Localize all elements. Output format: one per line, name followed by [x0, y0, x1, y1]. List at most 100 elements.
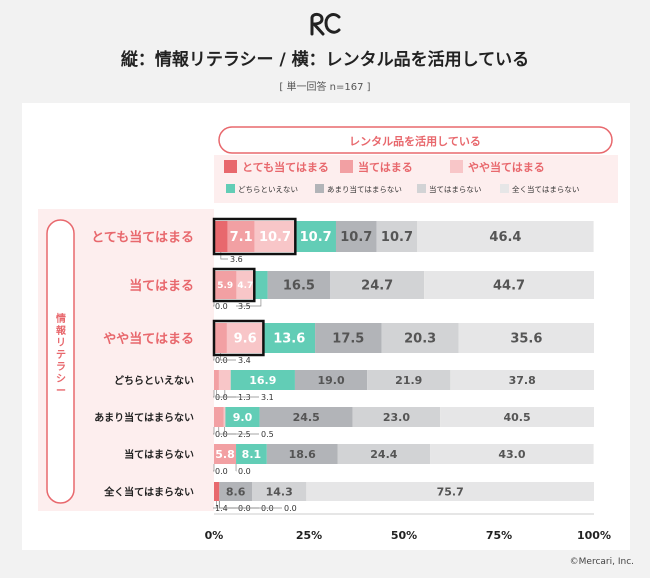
bar-segment	[259, 407, 353, 427]
data-label: 43.0	[498, 448, 525, 461]
row-header-char: 情	[56, 312, 66, 325]
column-header-pill	[218, 126, 613, 154]
bar-segment	[226, 323, 264, 353]
bar-segment	[376, 221, 418, 252]
small-data-label: 3.1	[261, 393, 274, 402]
column-header-label: レンタル品を活用している	[349, 134, 481, 148]
small-data-label: 0.5	[261, 430, 274, 439]
copyright: ©Mercari, Inc.	[569, 557, 634, 567]
highlight-box	[212, 267, 256, 303]
row-header-char: ラ	[56, 361, 66, 373]
data-label: 17.5	[332, 332, 364, 347]
bar-segment	[218, 370, 231, 390]
data-label: 18.6	[289, 448, 316, 461]
data-label: 46.4	[489, 230, 521, 245]
category-label: やや当てはまる	[103, 331, 194, 347]
row-header-char: テ	[56, 349, 66, 361]
bar-segment	[214, 323, 227, 353]
legend-swatch	[450, 160, 463, 173]
bar-segment	[295, 221, 336, 252]
bar-segment	[236, 271, 255, 299]
legend-label: とても当てはまる	[242, 160, 329, 174]
data-label: 21.9	[395, 374, 422, 387]
data-label: 23.0	[383, 411, 410, 424]
data-label: 9.0	[233, 411, 253, 424]
bar-segment	[294, 370, 368, 390]
leader-line	[213, 464, 215, 472]
data-label: 4.7	[237, 281, 253, 291]
data-label: 24.4	[370, 448, 397, 461]
data-label: 10.7	[340, 230, 372, 245]
row-header-char: 報	[56, 324, 67, 337]
row-header-char: リ	[56, 337, 66, 349]
bar-segment	[214, 407, 224, 427]
leader-line	[213, 390, 215, 398]
legend-label: 当てはまる	[358, 160, 413, 174]
bar-segment	[330, 271, 425, 299]
small-data-label: 2.5	[238, 430, 251, 439]
data-label: 19.0	[317, 374, 344, 387]
highlight-box	[212, 217, 297, 256]
data-label: 24.7	[361, 279, 393, 294]
legend-swatch	[500, 184, 509, 193]
bar-segment	[458, 323, 594, 353]
data-label: 16.9	[249, 374, 276, 387]
sample-note: [ 単一回答 n=167 ]	[279, 82, 371, 93]
data-label: 44.7	[493, 279, 525, 294]
legend-label: どちらといえない	[238, 185, 298, 194]
category-label: どちらといえない	[114, 374, 194, 387]
bar-segment	[315, 323, 382, 353]
bar-segment	[263, 323, 316, 353]
legend-swatch	[417, 184, 426, 193]
bar-segment	[430, 444, 594, 464]
bar-segment	[252, 482, 307, 501]
row-header-pill	[46, 219, 75, 504]
data-label: 5.9	[217, 281, 233, 291]
leader-line	[224, 390, 259, 398]
small-data-label: 0.0	[215, 393, 228, 402]
bar-segment	[214, 370, 219, 390]
bar-segment	[335, 221, 377, 252]
legend-swatch	[226, 184, 235, 193]
row-header-char: ー	[56, 386, 66, 397]
bar-segment	[337, 444, 431, 464]
bar-segment	[306, 482, 594, 501]
small-data-label: 1.3	[238, 393, 251, 402]
bar-segment	[225, 407, 260, 427]
data-label: 10.7	[300, 230, 332, 245]
bar-segment	[267, 271, 331, 299]
data-label: 7.1	[230, 230, 253, 245]
data-label: 35.6	[510, 332, 542, 347]
data-label: 16.5	[283, 279, 315, 294]
small-data-label: 1.4	[215, 504, 228, 513]
data-label: 24.5	[293, 411, 320, 424]
small-data-label: 0.0	[284, 504, 297, 513]
highlight-box	[212, 319, 265, 357]
bar-segment	[214, 444, 237, 464]
bar-segment	[223, 407, 226, 427]
bar-segment	[266, 444, 338, 464]
leader-line	[236, 299, 262, 307]
row-header-char: シ	[56, 373, 66, 385]
data-label: 13.6	[273, 332, 305, 347]
data-label: 20.3	[404, 332, 436, 347]
legend-label: あまり当てはまらない	[327, 184, 402, 194]
x-tick-label: 100%	[577, 529, 611, 542]
small-data-label: 3.5	[238, 302, 251, 311]
mercari-logo	[310, 12, 341, 36]
bar-segment	[227, 221, 255, 252]
legend-label: 当てはまらない	[429, 184, 481, 194]
leader-line	[224, 427, 259, 435]
data-label: 37.8	[509, 374, 536, 387]
legend-swatch	[224, 160, 237, 173]
bar-segment	[254, 271, 268, 299]
category-label: 全く当てはまらない	[103, 486, 194, 499]
leader-line	[218, 501, 282, 509]
data-label: 75.7	[437, 485, 464, 498]
bar-segment	[214, 221, 228, 252]
category-label: あまり当てはまらない	[94, 411, 194, 424]
x-tick-label: 0%	[205, 529, 224, 542]
small-data-label: 0.0	[238, 467, 251, 476]
bar-segment	[214, 271, 237, 299]
